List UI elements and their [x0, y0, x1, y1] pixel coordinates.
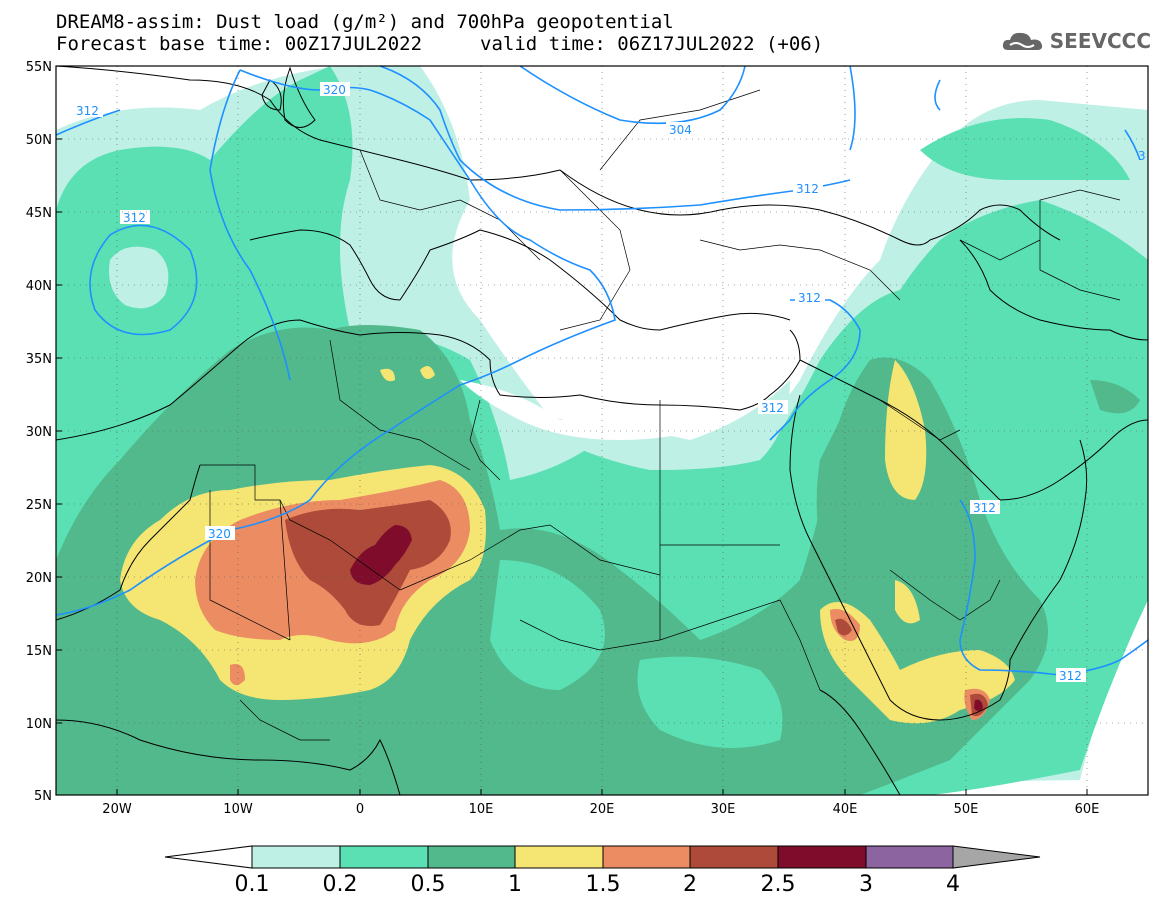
lat-label: 20N: [26, 571, 52, 586]
contour-label: 312: [798, 291, 821, 305]
dust-level-low: [500, 380, 790, 470]
country-borders: [200, 89, 1121, 741]
contour-label: 312: [76, 104, 99, 118]
colorbar-label: 4: [946, 872, 960, 897]
dust-level-2.5: [350, 525, 983, 711]
colorbar-labels: 0.1 0.2 0.5 1 1.5 2 2.5 3 4: [235, 872, 961, 897]
contour-label: 312: [973, 501, 996, 515]
lat-label: 50N: [26, 133, 52, 148]
cloud-icon: [1002, 32, 1042, 50]
contour-label: 320: [323, 83, 346, 97]
lat-label: 15N: [26, 644, 52, 659]
colorbar-segment: [689, 845, 779, 869]
colorbar-segment-below: [164, 845, 253, 869]
lon-label: 30E: [711, 802, 736, 817]
seevccc-logo: SEEVCCC: [1000, 28, 1151, 54]
colorbar-segment: [514, 845, 604, 869]
geopotential-contours: [56, 66, 1148, 676]
lon-label: 20W: [102, 802, 132, 817]
lon-label: 10E: [469, 802, 494, 817]
axis-ticks: [56, 138, 1088, 795]
colorbar-label: 2.5: [761, 872, 796, 897]
lat-label: 5N: [34, 789, 52, 804]
contour-label: 312: [123, 211, 146, 225]
lat-label: 40N: [26, 279, 52, 294]
colorbar-label: 1: [508, 872, 522, 897]
lon-label: 0: [356, 802, 364, 817]
colorbar-label: 3: [859, 872, 873, 897]
lat-label: 25N: [26, 498, 52, 513]
colorbar: [164, 845, 1041, 869]
lat-label: 30N: [26, 425, 52, 440]
colorbar-segment: [865, 845, 954, 869]
valid-time: valid time: 06Z17JUL2022 (+06): [480, 33, 824, 55]
lat-label: 55N: [26, 60, 52, 75]
colorbar-label: 0.1: [235, 872, 270, 897]
contour-label: 312: [796, 182, 819, 196]
lon-label: 50E: [954, 802, 979, 817]
lat-label: 35N: [26, 352, 52, 367]
colorbar-segment: [602, 845, 691, 869]
colorbar-label: 0.2: [323, 872, 358, 897]
colorbar-label: 0.5: [411, 872, 446, 897]
colorbar-label: 2: [683, 872, 697, 897]
colorbar-segment: [777, 845, 867, 869]
lon-label: 60E: [1075, 802, 1100, 817]
map-title: DREAM8-assim: Dust load (g/m²) and 700hP…: [56, 11, 674, 33]
contour-label: 320: [208, 527, 231, 541]
contour-label: 312: [1059, 669, 1082, 683]
lon-label: 20E: [590, 802, 615, 817]
lon-label: 40E: [833, 802, 858, 817]
forecast-base-time: Forecast base time: 00Z17JUL2022: [56, 33, 423, 55]
colorbar-segment: [427, 845, 516, 869]
contour-label: 3: [1138, 149, 1146, 163]
latitude-labels: 55N 50N 45N 40N 35N 30N 25N 20N 15N 10N …: [26, 60, 52, 804]
logo-text: SEEVCCC: [1049, 29, 1151, 53]
contour-label: 312: [761, 401, 784, 415]
colorbar-segment: [251, 845, 341, 869]
map-area: 312 320 304 312 312 312 312 312 320 312 …: [56, 66, 1148, 795]
colorbar-label: 1.5: [586, 872, 621, 897]
colorbar-segment: [339, 845, 429, 869]
coastlines: [56, 66, 1148, 795]
contour-label: 304: [669, 123, 692, 137]
colorbar-segment-above: [952, 845, 1041, 869]
lat-label: 10N: [26, 717, 52, 732]
graticule: [56, 66, 1148, 795]
contour-labels: 312 320 304 312 312 312 312 312 320 312 …: [73, 82, 1146, 683]
lat-label: 45N: [26, 206, 52, 221]
lon-label: 10W: [223, 802, 253, 817]
longitude-labels: 20W 10W 0 10E 20E 30E 40E 50E 60E: [102, 802, 1099, 817]
